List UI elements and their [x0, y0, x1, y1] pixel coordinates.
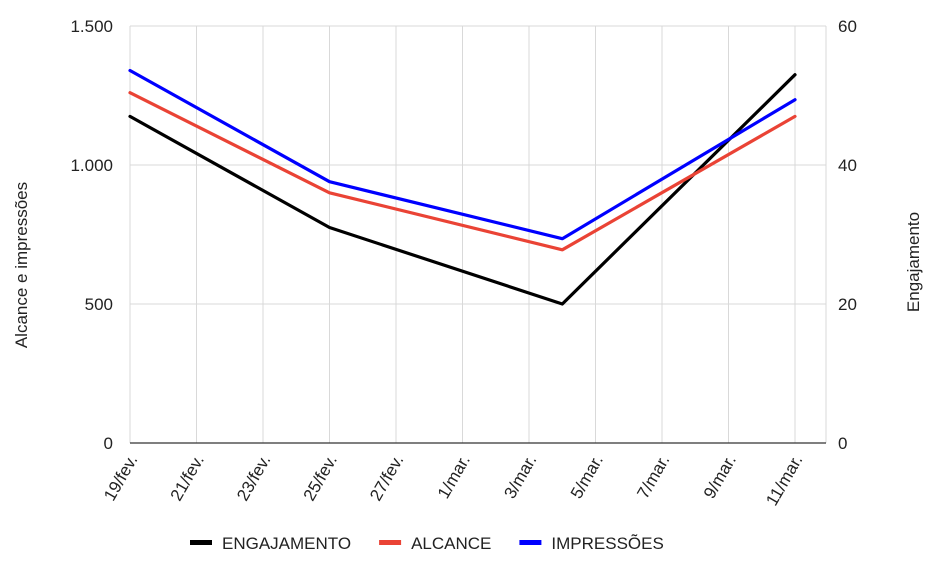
right-axis-title: Engajamento — [904, 212, 923, 312]
legend: ENGAJAMENTO ALCANCE IMPRESSÕES — [190, 534, 664, 553]
x-tick-label: 23/fev. — [233, 452, 274, 505]
legend-swatch-engajamento — [190, 540, 212, 545]
x-tick-label: 9/mar. — [700, 452, 740, 502]
legend-swatch-alcance — [379, 540, 402, 545]
left-axis-title: Alcance e impressões — [12, 182, 31, 348]
left-tick-label: 500 — [85, 295, 113, 314]
legend-swatch-impressoes — [519, 540, 542, 545]
right-tick-label: 20 — [838, 295, 857, 314]
left-axis-tick-labels: 0 500 1.000 1.500 — [70, 17, 113, 453]
legend-label-engajamento: ENGAJAMENTO — [222, 534, 351, 553]
x-tick-label: 21/fev. — [167, 452, 208, 505]
left-tick-label: 1.000 — [70, 156, 113, 175]
series-line-alcance — [128, 91, 797, 252]
x-tick-label: 3/mar. — [500, 452, 540, 502]
x-axis-tick-labels: 19/fev. 21/fev. 23/fev. 25/fev. 27/fev. 1/mar… — [100, 452, 806, 510]
x-tick-label: 19/fev. — [100, 452, 141, 505]
right-axis-tick-labels: 0 20 40 60 — [838, 17, 857, 453]
series-lines — [128, 68, 797, 306]
x-tick-label: 11/mar. — [762, 452, 806, 510]
x-tick-label: 25/fev. — [300, 452, 341, 505]
right-tick-label: 60 — [838, 17, 857, 36]
left-tick-label: 1.500 — [70, 17, 113, 36]
series-line-engajamento — [128, 73, 797, 306]
right-tick-label: 40 — [838, 156, 857, 175]
legend-label-impressoes: IMPRESSÕES — [551, 534, 663, 553]
x-tick-label: 5/mar. — [567, 452, 607, 502]
x-tick-label: 1/mar. — [434, 452, 474, 502]
grid — [129, 25, 827, 444]
x-tick-label: 7/mar. — [633, 452, 673, 502]
legend-label-alcance: ALCANCE — [411, 534, 491, 553]
right-tick-label: 0 — [838, 434, 847, 453]
left-tick-label: 0 — [104, 434, 113, 453]
series-line-impressoes — [128, 68, 797, 241]
x-tick-label: 27/fev. — [366, 452, 407, 505]
